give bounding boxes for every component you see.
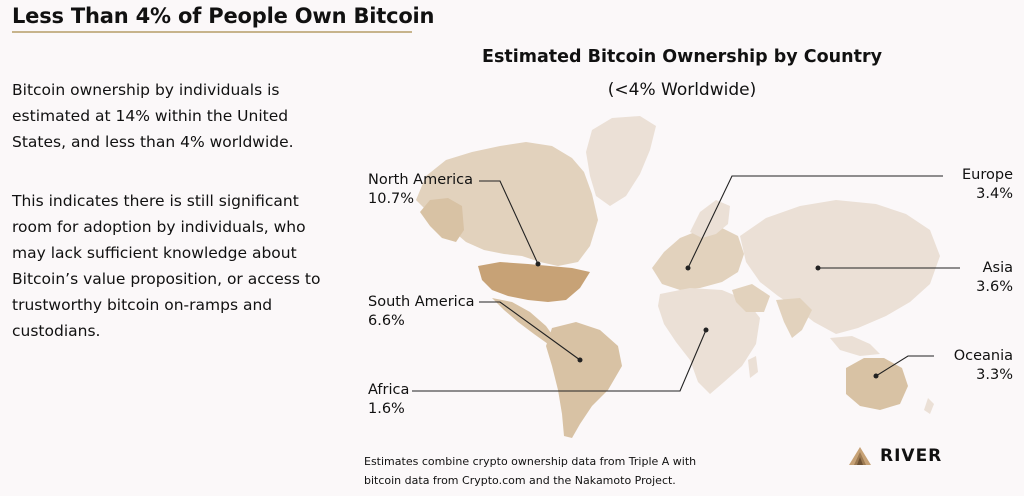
marker-africa <box>703 327 709 333</box>
region-name: Europe <box>962 167 1013 183</box>
region-name: South America <box>368 294 475 310</box>
river-mountain-logo-icon <box>849 447 871 465</box>
marker-oceania <box>873 373 879 379</box>
greenland-landmass <box>586 116 656 206</box>
region-name: Oceania <box>953 348 1013 364</box>
scandinavia-landmass <box>690 200 730 238</box>
canada-landmass <box>416 142 598 266</box>
region-value: 3.4% <box>976 186 1013 202</box>
leader-south-america <box>479 301 581 361</box>
region-label-europe: Europe 3.4% <box>962 166 1013 204</box>
middle-east-landmass <box>732 284 770 312</box>
usa-landmass <box>478 262 590 302</box>
leader-europe <box>687 175 943 269</box>
leader-oceania <box>875 355 934 377</box>
australia-landmass <box>846 358 908 410</box>
region-label-asia: Asia 3.6% <box>976 259 1013 297</box>
title-underline <box>12 31 412 33</box>
region-value: 3.6% <box>976 279 1013 295</box>
marker-asia <box>815 265 821 271</box>
region-value: 10.7% <box>368 191 415 207</box>
source-footnote: Estimates combine crypto ownership data … <box>364 452 724 490</box>
region-value: 3.3% <box>976 367 1013 383</box>
region-value: 1.6% <box>368 401 405 417</box>
region-value: 6.6% <box>368 313 405 329</box>
leader-markers <box>535 261 879 379</box>
region-label-africa: Africa 1.6% <box>368 381 409 419</box>
africa-landmass <box>658 288 760 394</box>
region-label-oceania: Oceania 3.3% <box>954 347 1013 385</box>
intro-paragraph: Bitcoin ownership by individuals is esti… <box>12 81 294 151</box>
madagascar-landmass <box>748 356 758 378</box>
chart-subtitle: (<4% Worldwide) <box>607 80 757 100</box>
marker-north-america <box>535 261 541 267</box>
leader-lines <box>412 175 960 392</box>
marker-south-america <box>577 357 583 363</box>
southeast-asia-islands <box>830 336 880 356</box>
marker-europe <box>685 265 691 271</box>
footnote-line: bitcoin data from Crypto.com and the Nak… <box>364 474 676 487</box>
south-america-landmass <box>546 322 622 438</box>
mexico-landmass <box>492 298 556 344</box>
india-landmass <box>776 298 812 338</box>
leader-africa <box>412 329 707 392</box>
brand-name: RIVER <box>880 446 943 466</box>
new-zealand-landmass <box>924 398 934 414</box>
river-brand: RIVER <box>848 446 942 466</box>
footnote-line: Estimates combine crypto ownership data … <box>364 455 697 468</box>
region-label-south-america: South America 6.6% <box>368 293 475 331</box>
chart-title: Estimated Bitcoin Ownership by Country <box>482 47 882 67</box>
region-name: North America <box>368 172 473 188</box>
alaska-landmass <box>420 198 464 242</box>
detail-paragraph: This indicates there is still significan… <box>12 192 321 340</box>
page-title: Less Than 4% of People Own Bitcoin <box>12 4 435 28</box>
europe-landmass <box>652 228 744 290</box>
region-name: Africa <box>368 382 410 398</box>
region-label-north-america: North America 10.7% <box>368 171 473 209</box>
asia-landmass <box>740 200 940 334</box>
region-name: Asia <box>982 260 1013 276</box>
leader-north-america <box>479 180 539 265</box>
